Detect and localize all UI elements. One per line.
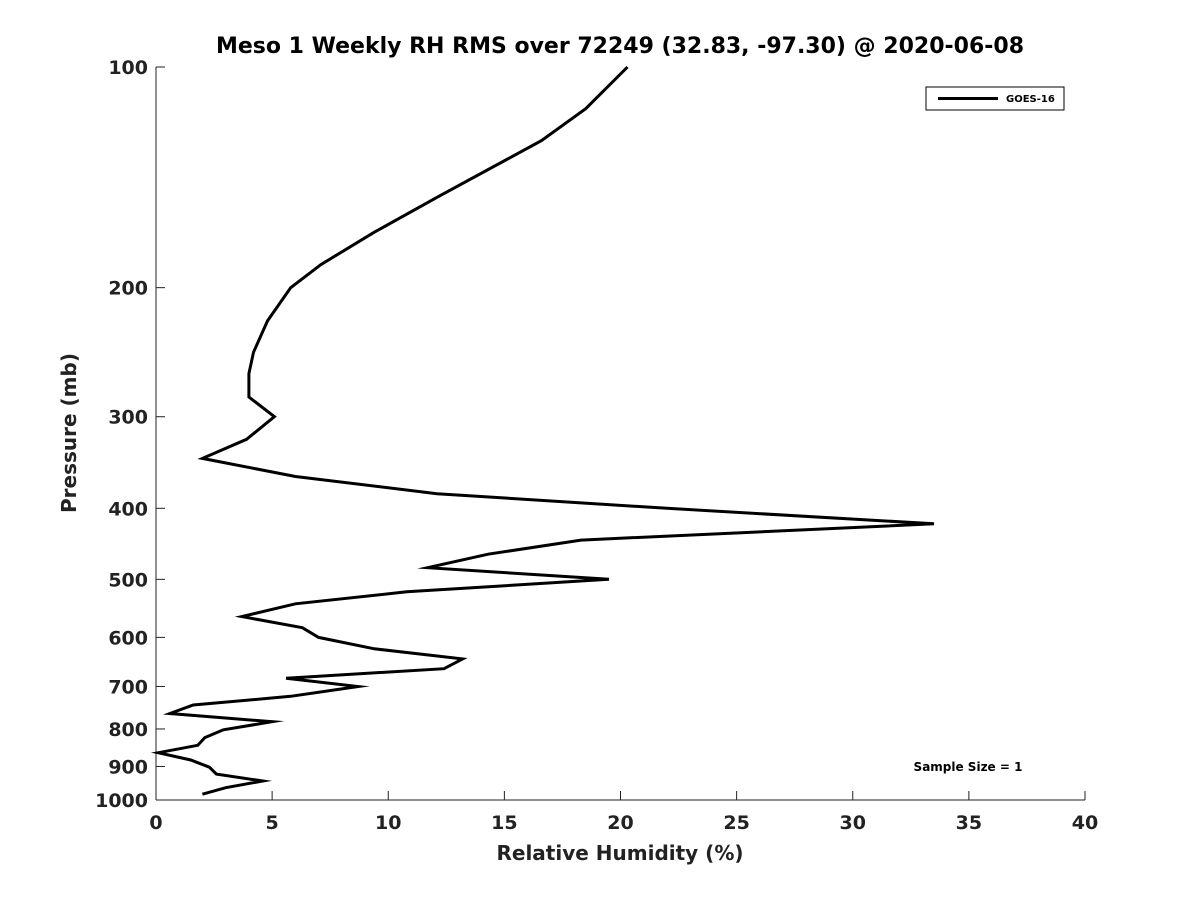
y-tick-label: 400 [108, 498, 148, 520]
y-tick-label: 100 [108, 57, 148, 79]
y-tick-label: 600 [108, 627, 148, 649]
x-tick-label: 5 [266, 812, 279, 834]
series-line-goes-16 [150, 65, 935, 796]
x-tick-label: 20 [607, 812, 633, 834]
y-tick-label: 200 [108, 278, 148, 300]
x-tick-label: 30 [840, 812, 866, 834]
y-tick-label: 300 [108, 407, 148, 429]
y-tick-label: 700 [108, 676, 148, 698]
sample-size-annotation: Sample Size = 1 [914, 760, 1023, 774]
y-tick-label: 900 [108, 756, 148, 778]
x-tick-label: 25 [723, 812, 749, 834]
y-tick-label: 800 [108, 719, 148, 741]
x-tick-label: 15 [491, 812, 517, 834]
y-tick-label: 500 [108, 569, 148, 591]
y-axis-ticks: 100 200 300 400 500 600 700 800 900 1000 [95, 57, 165, 812]
plot-axes [155, 67, 1085, 801]
x-axis-label: Relative Humidity (%) [496, 841, 743, 865]
y-axis-label: Pressure (mb) [57, 353, 81, 513]
chart-title: Meso 1 Weekly RH RMS over 72249 (32.83, … [216, 34, 1024, 59]
x-axis-ticks: 0 5 10 15 20 25 30 35 40 [149, 791, 1098, 834]
x-tick-label: 40 [1072, 812, 1098, 834]
legend-label-goes-16: GOES-16 [1006, 94, 1055, 105]
y-tick-label: 1000 [95, 790, 148, 812]
series-layer [150, 65, 935, 796]
x-tick-label: 0 [149, 812, 162, 834]
legend: GOES-16 [925, 86, 1065, 111]
x-tick-label: 35 [956, 812, 982, 834]
x-tick-label: 10 [375, 812, 401, 834]
